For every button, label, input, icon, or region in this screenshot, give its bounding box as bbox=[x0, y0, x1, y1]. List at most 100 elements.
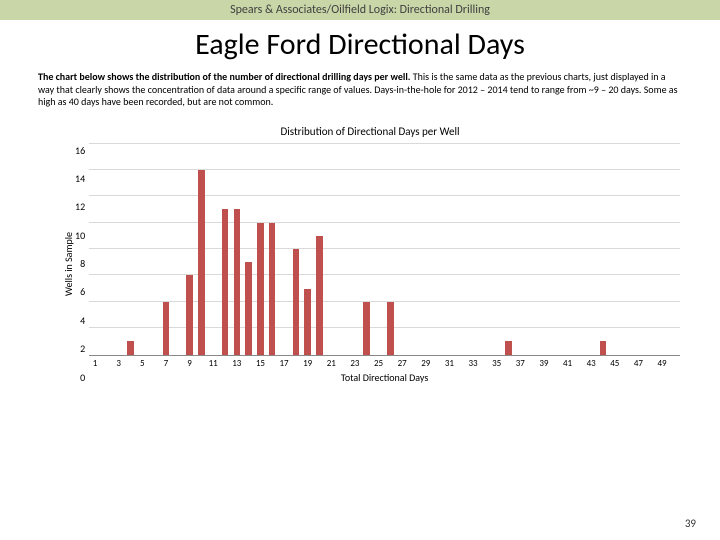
bar-slot bbox=[550, 144, 562, 355]
bar-slot bbox=[408, 144, 420, 355]
bar-slot bbox=[302, 144, 314, 355]
bar-slot bbox=[325, 144, 337, 355]
x-tick bbox=[550, 358, 562, 369]
bar-slot bbox=[314, 144, 326, 355]
bar-slot bbox=[597, 144, 609, 355]
x-tick: 29 bbox=[420, 358, 432, 369]
x-tick bbox=[148, 358, 160, 369]
x-tick: 23 bbox=[349, 358, 361, 369]
bar-slot bbox=[160, 144, 172, 355]
y-tick: 6 bbox=[75, 285, 85, 298]
bar bbox=[316, 236, 322, 355]
x-tick: 7 bbox=[160, 358, 172, 369]
x-tick bbox=[432, 358, 444, 369]
x-tick: 11 bbox=[207, 358, 219, 369]
bar-slot bbox=[384, 144, 396, 355]
x-tick bbox=[361, 358, 373, 369]
bar-slot bbox=[467, 144, 479, 355]
bar-slot bbox=[573, 144, 585, 355]
y-axis-label: Wells in Sample bbox=[60, 144, 75, 384]
bar bbox=[186, 275, 192, 354]
page-number: 39 bbox=[685, 517, 696, 530]
bar-slot bbox=[195, 144, 207, 355]
x-tick: 39 bbox=[538, 358, 550, 369]
x-tick: 5 bbox=[136, 358, 148, 369]
bar-slot bbox=[609, 144, 621, 355]
bar-slot bbox=[290, 144, 302, 355]
x-tick: 37 bbox=[514, 358, 526, 369]
bar-slot bbox=[255, 144, 267, 355]
bar-slot bbox=[526, 144, 538, 355]
bar bbox=[198, 170, 204, 355]
x-tick bbox=[290, 358, 302, 369]
y-tick: 12 bbox=[75, 200, 85, 213]
bar-slot bbox=[184, 144, 196, 355]
bar bbox=[304, 289, 310, 355]
bar-slot bbox=[125, 144, 137, 355]
bar-slot bbox=[396, 144, 408, 355]
description-bold: The chart below shows the distribution o… bbox=[38, 70, 410, 83]
bar bbox=[163, 302, 169, 355]
x-tick bbox=[408, 358, 420, 369]
x-tick bbox=[597, 358, 609, 369]
x-tick: 21 bbox=[325, 358, 337, 369]
x-tick: 3 bbox=[113, 358, 125, 369]
bar-slot bbox=[668, 144, 680, 355]
x-tick bbox=[621, 358, 633, 369]
x-tick: 25 bbox=[373, 358, 385, 369]
chart-area: Wells in Sample 1614121086420 1357911131… bbox=[60, 144, 680, 384]
x-tick bbox=[644, 358, 656, 369]
bar bbox=[387, 302, 393, 355]
x-tick: 1 bbox=[89, 358, 101, 369]
bar bbox=[257, 223, 263, 355]
bar-slot bbox=[148, 144, 160, 355]
bar bbox=[245, 262, 251, 354]
bar bbox=[600, 341, 606, 354]
description-paragraph: The chart below shows the distribution o… bbox=[38, 71, 682, 109]
x-tick bbox=[172, 358, 184, 369]
bar bbox=[222, 209, 228, 354]
y-tick: 14 bbox=[75, 172, 85, 185]
x-tick bbox=[125, 358, 137, 369]
bar-slot bbox=[491, 144, 503, 355]
bar-slot bbox=[656, 144, 668, 355]
x-tick: 41 bbox=[562, 358, 574, 369]
y-tick: 2 bbox=[75, 342, 85, 355]
x-tick: 17 bbox=[278, 358, 290, 369]
bar bbox=[363, 302, 369, 355]
x-tick: 27 bbox=[396, 358, 408, 369]
x-tick: 43 bbox=[585, 358, 597, 369]
bar bbox=[234, 209, 240, 354]
x-tick bbox=[526, 358, 538, 369]
bar-slot bbox=[373, 144, 385, 355]
bar bbox=[269, 223, 275, 355]
bar-slot bbox=[207, 144, 219, 355]
bar bbox=[127, 341, 133, 354]
x-tick bbox=[573, 358, 585, 369]
bar-slot bbox=[361, 144, 373, 355]
x-axis-label: Total Directional Days bbox=[89, 371, 680, 384]
x-tick: 33 bbox=[467, 358, 479, 369]
y-ticks: 1614121086420 bbox=[75, 144, 89, 384]
bar-slot bbox=[538, 144, 550, 355]
y-tick: 0 bbox=[75, 371, 85, 384]
chart-title: Distribution of Directional Days per Wel… bbox=[60, 125, 680, 138]
x-tick bbox=[384, 358, 396, 369]
bar-slot bbox=[89, 144, 101, 355]
x-tick: 13 bbox=[231, 358, 243, 369]
x-tick bbox=[337, 358, 349, 369]
bar-slot bbox=[503, 144, 515, 355]
chart-bars bbox=[89, 144, 680, 355]
x-tick: 15 bbox=[255, 358, 267, 369]
bar-slot bbox=[136, 144, 148, 355]
x-tick: 19 bbox=[302, 358, 314, 369]
bar-slot bbox=[562, 144, 574, 355]
x-tick bbox=[314, 358, 326, 369]
bar-slot bbox=[349, 144, 361, 355]
bar bbox=[293, 249, 299, 355]
bar-slot bbox=[621, 144, 633, 355]
bar-slot bbox=[479, 144, 491, 355]
bar-slot bbox=[432, 144, 444, 355]
y-tick: 16 bbox=[75, 144, 85, 157]
bar-slot bbox=[101, 144, 113, 355]
